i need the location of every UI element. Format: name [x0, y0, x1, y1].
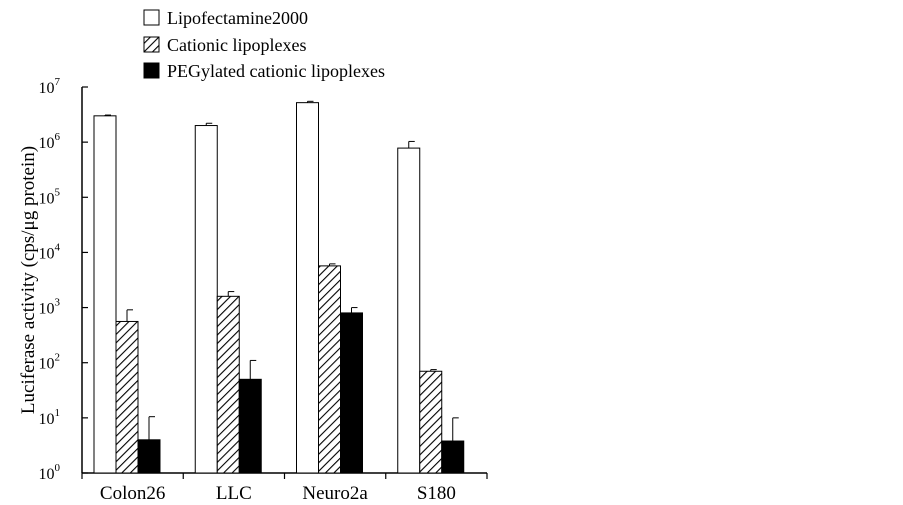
bar-black [441, 440, 465, 474]
bar-hatched [115, 320, 139, 474]
x-axis: Colon26 LLC Neuro2a S180 [81, 472, 488, 504]
y-tick-label: 105 [39, 186, 61, 207]
bar-hatched [419, 370, 443, 474]
bar-black [238, 378, 262, 474]
legend-swatch-white [143, 9, 160, 26]
bar-hatched [216, 295, 240, 474]
y-axis-title: Luciferase activity (cps/μg protein) [18, 146, 39, 414]
x-category-label: Colon26 [100, 483, 165, 504]
legend-label: Cationic lipoplexes [167, 35, 306, 55]
bar-black [137, 439, 161, 474]
y-tick-label: 106 [39, 131, 61, 152]
legend-swatch-hatched [143, 36, 160, 53]
x-category-label: S180 [417, 483, 456, 504]
legend: Lipofectamine2000 Cationic lipoplexes PEGy… [143, 8, 385, 81]
y-tick-label: 101 [39, 407, 61, 428]
x-category-label: Neuro2a [302, 483, 368, 504]
legend-swatch-black [143, 62, 160, 79]
bar-white [397, 147, 421, 474]
y-tick-label: 102 [39, 352, 61, 373]
bar-white [93, 115, 117, 474]
bar-white [296, 102, 319, 474]
bar-hatched [318, 265, 341, 474]
bars [93, 100, 465, 474]
y-tick-label: 103 [39, 297, 61, 318]
x-category-label: LLC [216, 483, 252, 504]
bar-black [340, 312, 363, 474]
legend-label: Lipofectamine2000 [167, 8, 308, 28]
bar-white [194, 125, 218, 474]
legend-label: PEGylated cationic lipoplexes [167, 61, 385, 81]
y-tick-label: 104 [39, 241, 61, 262]
y-tick-label: 100 [39, 462, 61, 483]
y-axis: 100 101 102 103 104 105 106 107 [39, 76, 88, 483]
y-tick-label: 107 [39, 76, 61, 97]
